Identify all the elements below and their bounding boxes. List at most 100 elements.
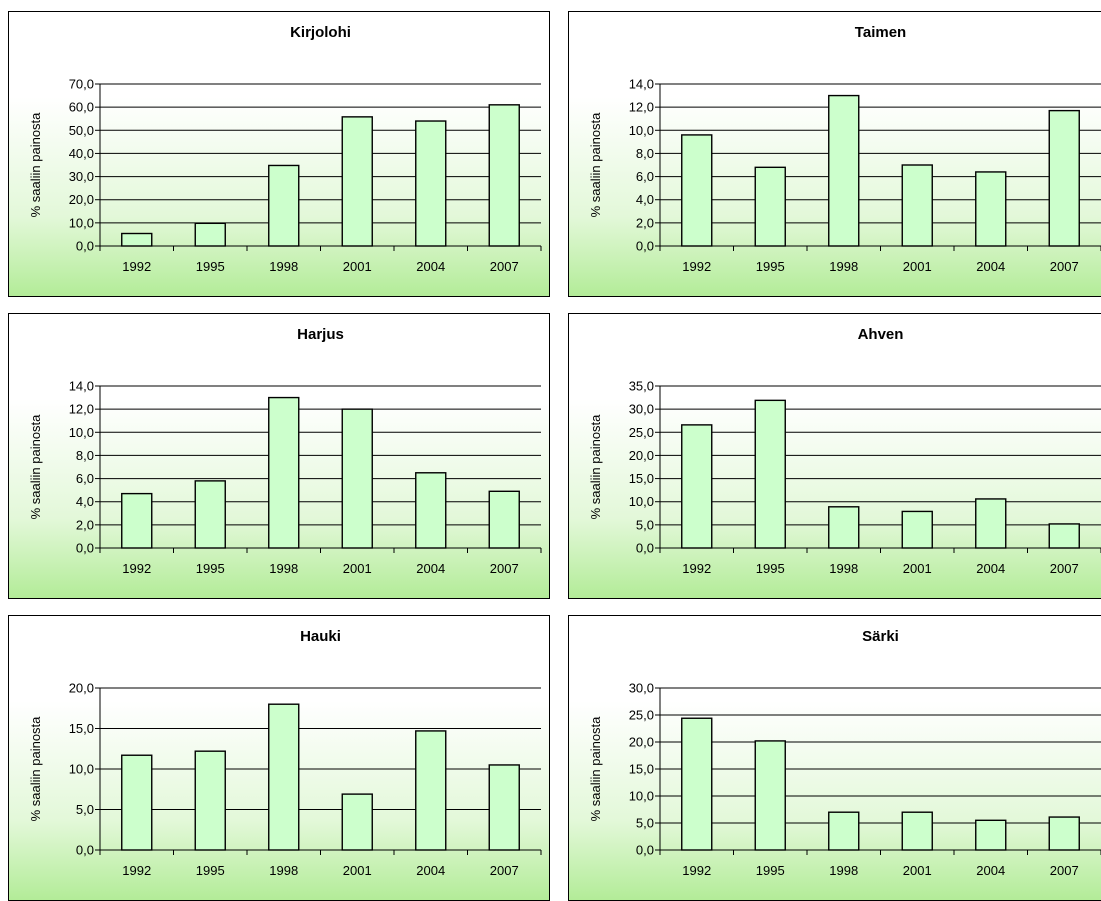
x-tick-label: 1998 — [269, 561, 298, 576]
bar-kirjolohi-1995 — [194, 222, 226, 247]
bar-ahven-1998 — [828, 506, 860, 549]
x-tick-label: 1995 — [196, 863, 225, 878]
chart-title-ahven: Ahven — [858, 326, 904, 343]
y-tick-label: 14,0 — [629, 77, 654, 92]
y-tick-label: 14,0 — [69, 379, 94, 394]
chart-title-hauki: Hauki — [300, 628, 341, 645]
x-tick-label: 2007 — [490, 259, 519, 274]
bar-ahven-1995 — [754, 399, 786, 549]
x-tick-label: 2001 — [343, 561, 372, 576]
x-tick-label: 2007 — [1050, 863, 1079, 878]
y-tick-label: 60,0 — [69, 100, 94, 115]
bar-taimen-1992 — [681, 134, 713, 247]
bar-taimen-1995 — [754, 166, 786, 247]
y-tick-label: 10,0 — [629, 789, 654, 804]
bar-kirjolohi-2001 — [341, 116, 373, 247]
y-tick-label: 20,0 — [69, 192, 94, 207]
y-tick-label: 20,0 — [629, 448, 654, 463]
y-tick-label: 0,0 — [636, 541, 654, 556]
chart-title-harjus: Harjus — [297, 326, 344, 343]
y-axis-label-sarki: % saaliin painosta — [588, 716, 603, 822]
bar-hauki-1998 — [268, 703, 300, 851]
y-tick-label: 10,0 — [629, 494, 654, 509]
chart-panel-taimen: Taimen % saaliin painosta 0,0 2,0 4,0 6,0 8,0 1… — [568, 11, 1101, 297]
y-tick-label: 0,0 — [636, 843, 654, 858]
bar-harjus-1992 — [121, 492, 153, 549]
y-tick-label: 70,0 — [69, 77, 94, 92]
bar-taimen-2004 — [975, 171, 1007, 247]
x-tick-label: 1995 — [196, 259, 225, 274]
bar-sarki-1998 — [828, 811, 860, 851]
y-tick-label: 30,0 — [629, 402, 654, 417]
y-tick-label: 8,0 — [636, 146, 654, 161]
chart-kirjolohi: Kirjolohi % saaliin painosta 0,0 10,0 20,0 30… — [28, 24, 542, 274]
bar-harjus-2007 — [488, 490, 520, 549]
y-tick-label: 10,0 — [69, 215, 94, 230]
bar-hauki-1992 — [121, 754, 153, 851]
y-tick-label: 12,0 — [629, 100, 654, 115]
chart-title-kirjolohi: Kirjolohi — [290, 24, 351, 41]
y-tick-label: 15,0 — [629, 471, 654, 486]
y-tick-label: 15,0 — [69, 721, 94, 736]
y-tick-label: 5,0 — [76, 802, 94, 817]
y-tick-label: 5,0 — [636, 517, 654, 532]
chart-panel-sarki: Särki % saaliin painosta 0,0 5,0 10,0 15,0 20,… — [568, 615, 1101, 901]
x-tick-label: 2004 — [976, 259, 1005, 274]
y-tick-label: 10,0 — [69, 762, 94, 777]
chart-harjus: Harjus % saaliin painosta 0,0 2,0 4,0 6,0 8,0 1… — [28, 326, 542, 576]
y-tick-label: 50,0 — [69, 123, 94, 138]
x-tick-label: 2004 — [416, 863, 445, 878]
y-tick-label: 0,0 — [636, 239, 654, 254]
x-tick-label: 2004 — [976, 561, 1005, 576]
bar-taimen-1998 — [828, 94, 860, 247]
x-tick-label: 1992 — [682, 561, 711, 576]
y-tick-label: 10,0 — [629, 123, 654, 138]
y-tick-label: 40,0 — [69, 146, 94, 161]
y-axis-label-harjus: % saaliin painosta — [28, 414, 43, 520]
bar-sarki-2004 — [975, 819, 1007, 851]
y-tick-label: 4,0 — [636, 192, 654, 207]
x-tick-label: 1995 — [756, 259, 785, 274]
y-tick-label: 6,0 — [636, 169, 654, 184]
chart-taimen: Taimen % saaliin painosta 0,0 2,0 4,0 6,0 8,0 1… — [588, 24, 1101, 274]
y-axis-label-hauki: % saaliin painosta — [28, 716, 43, 822]
x-tick-label: 1995 — [756, 561, 785, 576]
chart-title-taimen: Taimen — [855, 24, 906, 41]
y-tick-label: 2,0 — [636, 215, 654, 230]
chart-ahven: Ahven % saaliin painosta 0,0 5,0 10,0 15,0 20,… — [588, 326, 1101, 576]
y-tick-label: 35,0 — [629, 379, 654, 394]
x-tick-label: 2004 — [416, 561, 445, 576]
bar-ahven-2007 — [1048, 523, 1080, 549]
x-tick-label: 1998 — [269, 863, 298, 878]
y-tick-label: 0,0 — [76, 843, 94, 858]
y-axis-label-taimen: % saaliin painosta — [588, 112, 603, 218]
chart-title-sarki: Särki — [862, 628, 899, 645]
bar-hauki-1995 — [194, 750, 226, 851]
x-tick-label: 1992 — [682, 259, 711, 274]
bar-harjus-1998 — [268, 396, 300, 549]
y-tick-label: 4,0 — [76, 494, 94, 509]
x-tick-label: 1992 — [122, 863, 151, 878]
x-tick-label: 1992 — [122, 561, 151, 576]
chart-sarki: Särki % saaliin painosta 0,0 5,0 10,0 15,0 20,… — [588, 628, 1101, 878]
bar-sarki-1995 — [754, 740, 786, 851]
x-tick-label: 2007 — [1050, 259, 1079, 274]
x-tick-label: 2001 — [903, 259, 932, 274]
bar-harjus-1995 — [194, 480, 226, 549]
bar-kirjolohi-2004 — [415, 120, 447, 247]
x-tick-label: 2004 — [976, 863, 1005, 878]
bar-ahven-2004 — [975, 498, 1007, 549]
x-tick-label: 2001 — [903, 863, 932, 878]
x-tick-label: 2004 — [416, 259, 445, 274]
y-tick-label: 6,0 — [76, 471, 94, 486]
bar-kirjolohi-1998 — [268, 164, 300, 247]
x-tick-label: 2001 — [343, 259, 372, 274]
bar-sarki-2001 — [901, 811, 933, 851]
bar-hauki-2001 — [341, 793, 373, 851]
chart-panel-ahven: Ahven % saaliin painosta 0,0 5,0 10,0 15,0 20,… — [568, 313, 1101, 599]
bar-harjus-2004 — [415, 472, 447, 549]
x-tick-label: 1998 — [269, 259, 298, 274]
chart-panel-hauki: Hauki % saaliin painosta 0,0 5,0 10,0 15,0 20,… — [8, 615, 550, 901]
y-tick-label: 0,0 — [76, 541, 94, 556]
bar-ahven-1992 — [681, 424, 713, 549]
